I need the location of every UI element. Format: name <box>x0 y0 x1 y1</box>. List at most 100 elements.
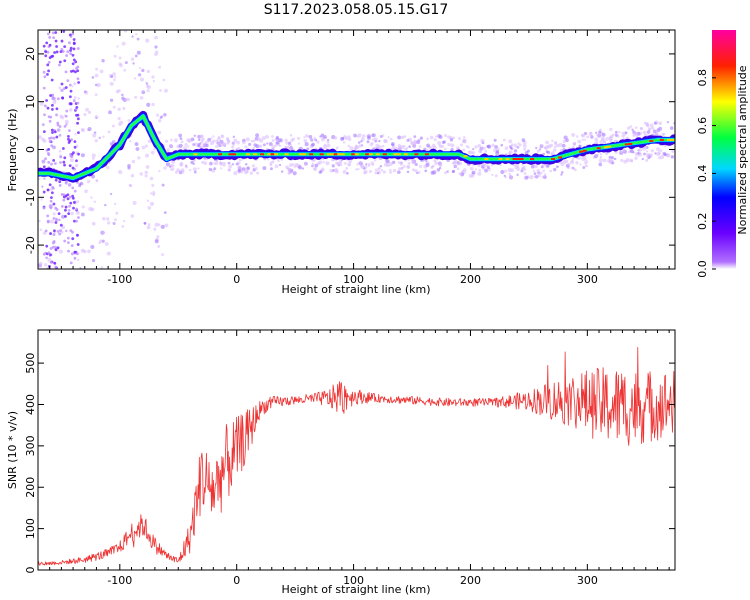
spectrogram-noise-point <box>59 223 63 227</box>
spectrogram-noise-point <box>70 252 74 256</box>
spectrogram-haze-point <box>73 96 77 99</box>
spectrogram-haze-point <box>370 161 375 166</box>
spectrogram-haze-point <box>408 145 412 149</box>
spectrogram-noise-point <box>72 47 76 51</box>
spectrogram-haze-point <box>411 168 415 172</box>
spectrogram-noise-point <box>62 30 66 33</box>
spectrogram-haze-point <box>39 228 43 232</box>
spectrogram-haze-point <box>233 138 238 143</box>
spectrogram-noise-point <box>56 123 60 127</box>
spectrogram-noise-point <box>55 50 59 54</box>
spectrogram-noise-point <box>74 70 77 74</box>
spectrogram-haze-point <box>407 161 411 165</box>
spectrogram-haze-point <box>605 137 610 141</box>
spectrogram-haze-point <box>645 153 650 158</box>
spectrogram-haze-point <box>131 159 136 164</box>
spectrogram-haze-point <box>47 257 52 262</box>
spectrogram-haze-point <box>121 93 124 97</box>
spectrogram-haze-point <box>380 168 384 172</box>
spectrogram-haze-point <box>215 144 219 148</box>
spectrogram-haze-point <box>392 168 397 173</box>
snr-y-tick-label: 500 <box>24 353 37 374</box>
spectrogram-peak-cell <box>519 158 524 161</box>
spectrogram-peak-cell <box>340 153 345 156</box>
spectrogram-noise-point <box>75 105 79 109</box>
spectrogram-haze-point <box>571 166 574 170</box>
spectrogram-haze-point <box>275 140 280 145</box>
spectrogram-haze-point <box>83 113 87 117</box>
spectrogram-haze-point <box>335 161 339 166</box>
spectrogram-haze-point <box>416 171 419 175</box>
spectrogram-noise-point <box>42 252 46 256</box>
spectrogram-noise-point <box>59 50 63 54</box>
spectrogram-noise-point <box>49 247 53 250</box>
spectrogram-noise-point <box>76 121 80 125</box>
spectrogram-haze-point <box>146 89 150 93</box>
spectrogram-haze-point <box>611 161 615 165</box>
spectrogram-noise-point <box>43 104 47 108</box>
spectrogram-haze-point <box>629 125 633 128</box>
spectrogram-haze-point <box>61 214 65 219</box>
spectrogram-noise-point <box>51 31 55 35</box>
spectrogram-noise-point <box>53 229 56 233</box>
spectrogram-haze-point <box>268 142 273 146</box>
spectrogram-noise-point <box>69 102 73 106</box>
spectrogram-haze-point <box>158 65 162 69</box>
spectrogram-haze-point <box>152 79 155 83</box>
spectrogram-haze-point <box>135 33 138 36</box>
spectrogram-peak-cell <box>484 158 489 161</box>
spectrogram-noise-point <box>67 249 70 253</box>
spectrogram-haze-point <box>356 135 360 138</box>
spectrogram-haze-point <box>96 83 101 88</box>
spectrogram-haze-point <box>502 138 506 142</box>
spectrogram-haze-point <box>598 162 603 167</box>
spectrogram-peak-cell <box>551 158 556 161</box>
spectrogram-haze-point <box>253 139 256 143</box>
spectrogram-haze-point <box>322 161 325 164</box>
spectrogram-haze-point <box>129 184 133 188</box>
spectrogram-noise-point <box>45 99 49 102</box>
spectrogram-haze-point <box>255 133 260 138</box>
spectrogram-haze-point <box>521 163 524 166</box>
spectrogram-haze-point <box>179 163 183 167</box>
spectrogram-haze-point <box>67 209 71 212</box>
spectrogram-haze-point <box>222 161 226 165</box>
spectrogram-noise-point <box>58 125 62 128</box>
spectrogram-haze-point <box>465 145 469 148</box>
spectrogram-noise-point <box>66 197 70 201</box>
spectrogram-haze-point <box>418 164 423 168</box>
spectrogram-x-tick-label: 200 <box>460 273 481 286</box>
spectrogram-noise-point <box>46 214 50 218</box>
spectrogram-haze-point <box>231 142 236 146</box>
spectrogram-noise-point <box>51 131 54 134</box>
spectrogram-noise-point <box>76 47 80 50</box>
spectrogram-haze-point <box>305 134 309 138</box>
spectrogram-noise-point <box>67 241 70 245</box>
spectrogram-haze-point <box>76 200 80 204</box>
spectrogram-haze-point <box>289 133 293 137</box>
spectrogram-haze-point <box>378 139 381 143</box>
spectrogram-haze-point <box>542 169 546 173</box>
spectrogram-haze-point <box>122 106 126 111</box>
spectrogram-haze-point <box>405 147 409 150</box>
spectrogram-haze-point <box>154 52 158 57</box>
spectrogram-haze-point <box>60 88 64 92</box>
spectrogram-haze-point <box>38 177 41 180</box>
spectrogram-haze-point <box>261 136 266 141</box>
snr-x-tick-label: -100 <box>107 574 132 587</box>
spectrogram-haze-point <box>91 157 95 160</box>
spectrogram-haze-point <box>304 142 309 147</box>
spectrogram-y-tick-label: 0 <box>24 146 37 153</box>
spectrogram-haze-point <box>438 163 443 167</box>
snr-y-tick-label: 400 <box>24 394 37 415</box>
spectrogram-haze-point <box>570 159 574 162</box>
spectrogram-haze-point <box>58 133 62 137</box>
colorbar-tick-label: 0.0 <box>696 260 709 278</box>
spectrogram-noise-point <box>68 204 71 208</box>
spectrogram-noise-point <box>51 54 55 58</box>
spectrogram-haze-point <box>581 156 586 161</box>
spectrogram-haze-point <box>627 150 631 154</box>
spectrogram-haze-point <box>598 130 602 134</box>
spectrogram-haze-point <box>114 76 117 79</box>
spectrogram-haze-point <box>138 21 142 25</box>
